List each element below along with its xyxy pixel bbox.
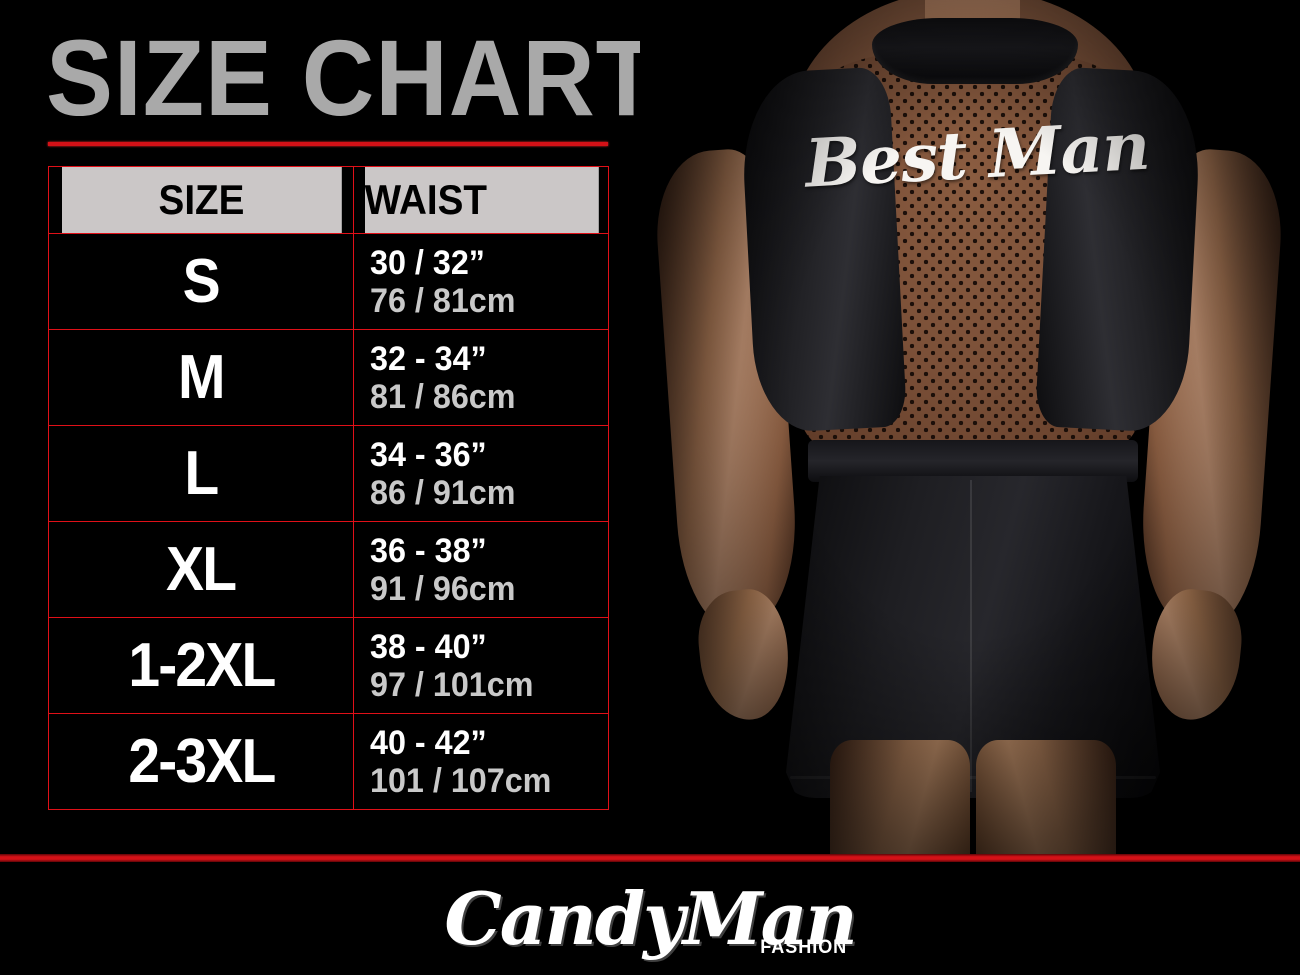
brand-logo: CandyMan FASHION bbox=[0, 862, 1300, 975]
waist-inches: 30 / 32” bbox=[370, 243, 485, 282]
size-label: 2-3XL bbox=[127, 726, 276, 796]
table-row: M 32 - 34” 81 / 86cm bbox=[48, 329, 609, 426]
size-chart-panel: SIZE CHART SIZE WAIST S 30 / 32” 76 / 81… bbox=[0, 0, 658, 858]
waist-inches: 32 - 34” bbox=[370, 339, 487, 378]
table-row: L 34 - 36” 86 / 91cm bbox=[48, 425, 609, 522]
waist-inches: 40 - 42” bbox=[370, 723, 487, 762]
waist-centimeters: 86 / 91cm bbox=[370, 473, 516, 512]
waist-centimeters: 91 / 96cm bbox=[370, 569, 516, 608]
shirt-print-best-man: Best Man bbox=[803, 106, 1152, 203]
waist-centimeters: 101 / 107cm bbox=[370, 761, 552, 800]
product-photo: Best Man bbox=[640, 0, 1300, 854]
cell-size: M bbox=[48, 329, 354, 426]
skirt-waistband bbox=[808, 440, 1138, 482]
size-label: M bbox=[178, 342, 226, 412]
footer-bar: CandyMan FASHION bbox=[0, 862, 1300, 975]
model-hand-left bbox=[693, 585, 795, 725]
footer-red-divider bbox=[0, 854, 1300, 862]
cell-size: XL bbox=[48, 521, 354, 618]
column-header-size: SIZE bbox=[60, 166, 342, 234]
cell-size: S bbox=[48, 233, 354, 330]
table-row: 1-2XL 38 - 40” 97 / 101cm bbox=[48, 617, 609, 714]
waist-inches: 34 - 36” bbox=[370, 435, 487, 474]
brand-logo-inner: CandyMan FASHION bbox=[444, 873, 857, 965]
brand-tagline: FASHION bbox=[760, 936, 848, 958]
size-label: 1-2XL bbox=[127, 630, 276, 700]
cell-size: L bbox=[48, 425, 354, 522]
cell-size: 2-3XL bbox=[48, 713, 354, 810]
model-hand-right bbox=[1145, 585, 1247, 725]
table-header-row: SIZE WAIST bbox=[49, 166, 609, 234]
title-underline-rule bbox=[48, 142, 608, 146]
column-header-waist: WAIST bbox=[363, 166, 599, 234]
size-label: S bbox=[182, 246, 221, 316]
waist-centimeters: 97 / 101cm bbox=[370, 665, 534, 704]
cell-waist: 40 - 42” 101 / 107cm bbox=[353, 713, 609, 810]
model-leg-right bbox=[976, 740, 1116, 854]
cell-waist: 38 - 40” 97 / 101cm bbox=[353, 617, 609, 714]
shirt-collar bbox=[872, 18, 1078, 84]
table-row: 2-3XL 40 - 42” 101 / 107cm bbox=[48, 713, 609, 810]
cell-size: 1-2XL bbox=[48, 617, 354, 714]
size-label: L bbox=[184, 438, 219, 508]
page-title: SIZE CHART bbox=[46, 17, 658, 138]
size-chart-table: SIZE WAIST S 30 / 32” 76 / 81cm M 32 - 3… bbox=[48, 166, 609, 810]
waist-inches: 36 - 38” bbox=[370, 531, 487, 570]
waist-centimeters: 81 / 86cm bbox=[370, 377, 516, 416]
cell-waist: 34 - 36” 86 / 91cm bbox=[353, 425, 609, 522]
size-label: XL bbox=[166, 534, 237, 604]
cell-waist: 36 - 38” 91 / 96cm bbox=[353, 521, 609, 618]
brand-name: CandyMan bbox=[444, 875, 857, 961]
table-row: S 30 / 32” 76 / 81cm bbox=[48, 233, 609, 330]
skirt-center-seam bbox=[970, 480, 972, 792]
waist-inches: 38 - 40” bbox=[370, 627, 487, 666]
waist-centimeters: 76 / 81cm bbox=[370, 281, 516, 320]
cell-waist: 32 - 34” 81 / 86cm bbox=[353, 329, 609, 426]
cell-waist: 30 / 32” 76 / 81cm bbox=[353, 233, 609, 330]
model-leg-left bbox=[830, 740, 970, 854]
table-row: XL 36 - 38” 91 / 96cm bbox=[48, 521, 609, 618]
